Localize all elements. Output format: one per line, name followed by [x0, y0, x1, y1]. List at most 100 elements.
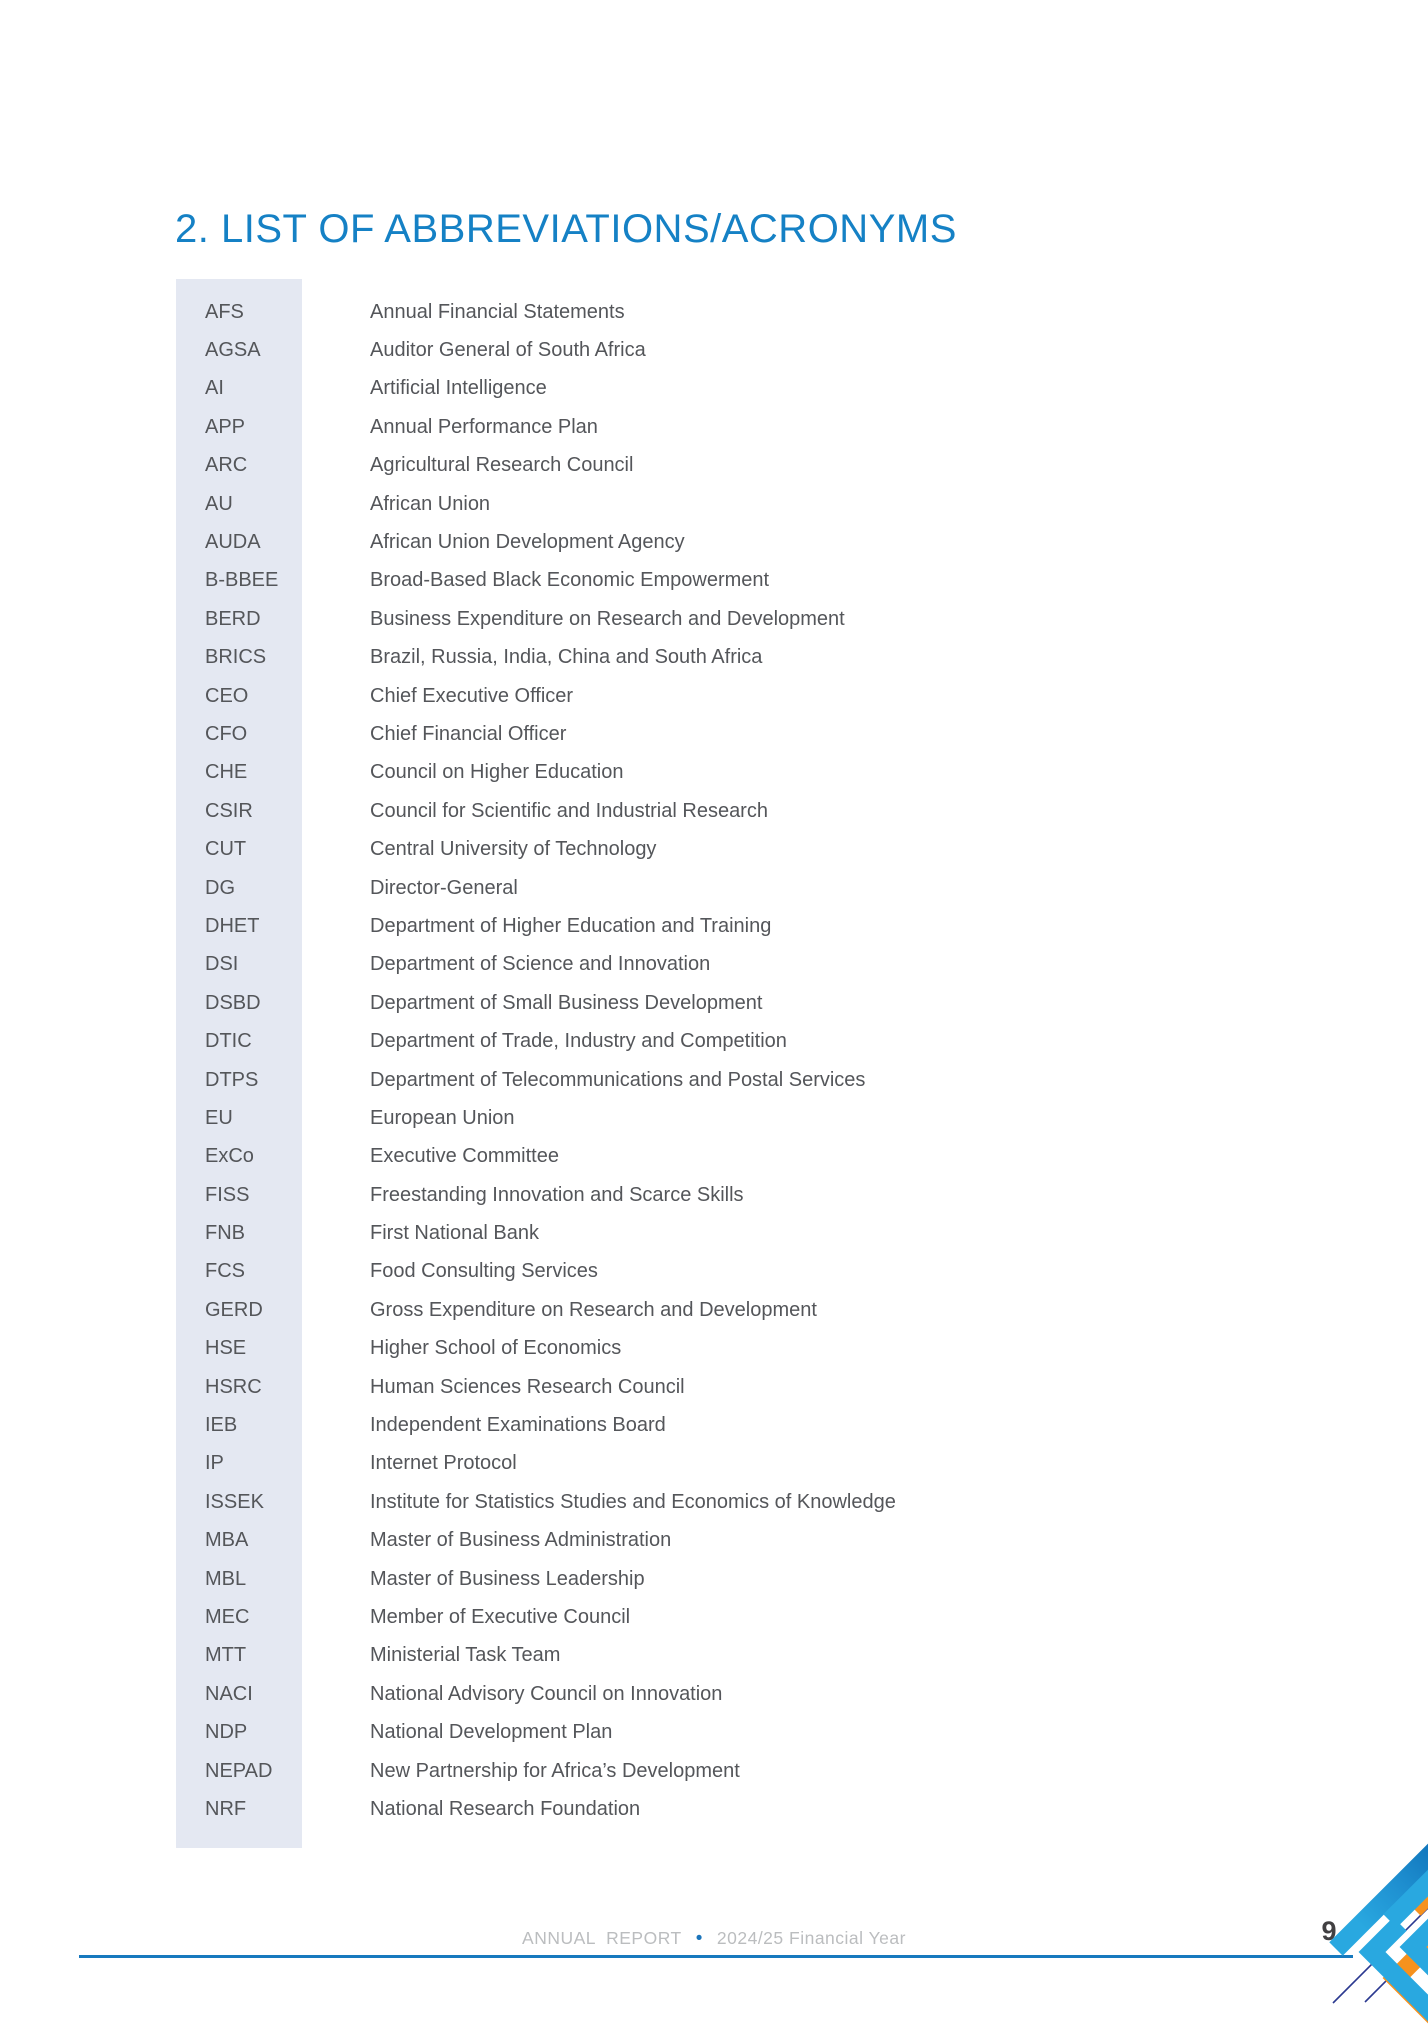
abbreviation-label: MBA — [205, 1529, 249, 1552]
abbreviation-meaning: Gross Expenditure on Research and Develo… — [370, 1298, 817, 1321]
list-item: CUT Central University of Technology — [176, 830, 896, 868]
abbreviation-label: BERD — [205, 607, 261, 630]
list-item: NEPAD New Partnership for Africa’s Devel… — [176, 1752, 896, 1790]
light-blue-band — [1383, 1869, 1428, 1928]
list-item: BERD Business Expenditure on Research an… — [176, 600, 896, 638]
list-item: BRICS Brazil, Russia, India, China and S… — [176, 639, 896, 677]
abbreviation-meaning: Master of Business Leadership — [370, 1567, 645, 1590]
footer-financial-year-label: 2024/25 Financial Year — [716, 1928, 906, 1948]
list-item: NRF National Research Foundation — [176, 1790, 896, 1828]
abbreviation-label: B-BBEE — [205, 569, 279, 592]
list-item: B-BBEE Broad-Based Black Economic Empowe… — [176, 562, 896, 600]
abbreviation-label: MEC — [205, 1605, 250, 1628]
gradient-blue-band — [1329, 1843, 1428, 1956]
list-item: HSE Higher School of Economics — [176, 1330, 896, 1368]
abbreviation-meaning: European Union — [370, 1106, 515, 1129]
corner-accent-graphic — [1329, 1843, 1428, 2024]
abbreviation-label: CFO — [205, 722, 248, 745]
abbreviation-label: HSE — [205, 1337, 247, 1360]
abbreviation-label: HSRC — [205, 1375, 262, 1398]
list-item: AUDA African Union Development Agency — [176, 523, 896, 561]
abbreviation-meaning: Director-General — [370, 876, 518, 899]
abbreviation-label: NEPAD — [205, 1759, 273, 1782]
abbreviation-label: FISS — [205, 1183, 250, 1206]
bullet-separator-icon: • — [695, 1928, 703, 1949]
abbreviation-meaning: Chief Executive Officer — [370, 684, 574, 707]
list-item: AU African Union — [176, 485, 896, 523]
abbreviation-meaning: Council for Scientific and Industrial Re… — [370, 799, 768, 822]
abbreviation-meaning: Department of Science and Innovation — [370, 953, 711, 976]
abbreviation-label: CUT — [205, 838, 247, 861]
list-item: AGSA Auditor General of South Africa — [176, 331, 896, 369]
list-item: MTT Ministerial Task Team — [176, 1637, 896, 1675]
abbreviation-meaning: New Partnership for Africa’s Development — [370, 1759, 740, 1782]
abbreviation-label: MTT — [205, 1644, 247, 1667]
list-item: GERD Gross Expenditure on Research and D… — [176, 1291, 896, 1329]
list-item: DTIC Department of Trade, Industry and C… — [176, 1022, 896, 1060]
abbreviation-meaning: National Advisory Council on Innovation — [370, 1682, 723, 1705]
list-item: FCS Food Consulting Services — [176, 1253, 896, 1291]
abbreviation-label: GERD — [205, 1298, 263, 1321]
abbreviation-label: IEB — [205, 1414, 238, 1437]
abbreviation-meaning: Master of Business Administration — [370, 1529, 672, 1552]
list-item: CEO Chief Executive Officer — [176, 677, 896, 715]
abbreviation-label: AU — [205, 492, 233, 515]
abbreviation-meaning: Central University of Technology — [370, 838, 657, 861]
list-item: DSI Department of Science and Innovation — [176, 946, 896, 984]
abbreviation-meaning: Broad-Based Black Economic Empowerment — [370, 569, 770, 592]
abbreviation-meaning: Institute for Statistics Studies and Eco… — [370, 1490, 896, 1513]
abbreviation-meaning: Internet Protocol — [370, 1452, 517, 1475]
abbreviation-label: ExCo — [205, 1145, 254, 1168]
abbreviation-meaning: Department of Trade, Industry and Compet… — [370, 1030, 787, 1053]
abbreviation-meaning: Auditor General of South Africa — [370, 339, 646, 362]
footer: ANNUAL REPORT • 2024/25 Financial Year — [0, 1928, 1428, 1950]
list-item: FISS Freestanding Innovation and Scarce … — [176, 1176, 896, 1214]
abbreviation-label: DSI — [205, 953, 239, 976]
abbreviation-meaning: Independent Examinations Board — [370, 1414, 666, 1437]
abbreviation-meaning: Department of Telecommunications and Pos… — [370, 1068, 866, 1091]
abbreviation-meaning: Annual Performance Plan — [370, 415, 598, 438]
abbreviation-meaning: Department of Higher Education and Train… — [370, 914, 772, 937]
abbreviation-meaning: Agricultural Research Council — [370, 454, 634, 477]
page-title: 2. LIST OF ABBREVIATIONS/ACRONYMS — [175, 206, 957, 251]
abbreviation-label: AGSA — [205, 339, 261, 362]
abbreviation-label: DTPS — [205, 1068, 259, 1091]
list-item: CFO Chief Financial Officer — [176, 715, 896, 753]
abbreviation-meaning: Food Consulting Services — [370, 1260, 598, 1283]
footer-rule — [79, 1955, 1353, 1958]
abbreviation-label: APP — [205, 415, 246, 438]
abbreviation-meaning: Chief Financial Officer — [370, 722, 567, 745]
abbreviation-label: CHE — [205, 761, 248, 784]
abbreviation-meaning: Executive Committee — [370, 1145, 559, 1168]
light-blue-chevron — [1358, 1917, 1428, 2022]
abbreviation-label: NACI — [205, 1682, 253, 1705]
abbreviation-label: ISSEK — [205, 1490, 264, 1513]
abbreviation-meaning: Annual Financial Statements — [370, 300, 625, 323]
abbreviation-meaning: Higher School of Economics — [370, 1337, 622, 1360]
list-item: ISSEK Institute for Statistics Studies a… — [176, 1483, 896, 1521]
abbreviation-label: BRICS — [205, 646, 267, 669]
abbreviation-meaning: National Research Foundation — [370, 1797, 641, 1820]
list-item: MEC Member of Executive Council — [176, 1598, 896, 1636]
abbreviation-meaning: National Development Plan — [370, 1721, 613, 1744]
abbreviation-meaning: Artificial Intelligence — [370, 377, 547, 400]
abbreviation-meaning: Member of Executive Council — [370, 1605, 631, 1628]
list-item: AFS Annual Financial Statements — [176, 293, 896, 331]
list-item: DTPS Department of Telecommunications an… — [176, 1061, 896, 1099]
list-item: NACI National Advisory Council on Innova… — [176, 1675, 896, 1713]
footer-report-label: ANNUAL REPORT — [522, 1928, 682, 1948]
list-item: ARC Agricultural Research Council — [176, 447, 896, 485]
abbreviation-label: FNB — [205, 1222, 245, 1245]
list-item: IP Internet Protocol — [176, 1445, 896, 1483]
abbreviations-list: AFS Annual Financial Statements AGSA Aud… — [176, 279, 896, 1829]
list-item: MBA Master of Business Administration — [176, 1522, 896, 1560]
list-item: MBL Master of Business Leadership — [176, 1560, 896, 1598]
abbreviation-label: AI — [205, 377, 224, 400]
abbreviation-meaning: Business Expenditure on Research and Dev… — [370, 607, 845, 630]
abbreviation-meaning: Freestanding Innovation and Scarce Skill… — [370, 1183, 744, 1206]
list-item: FNB First National Bank — [176, 1214, 896, 1252]
abbreviation-label: ARC — [205, 454, 248, 477]
page-number: 9 — [1321, 1916, 1337, 1946]
abbreviation-label: NDP — [205, 1721, 248, 1744]
